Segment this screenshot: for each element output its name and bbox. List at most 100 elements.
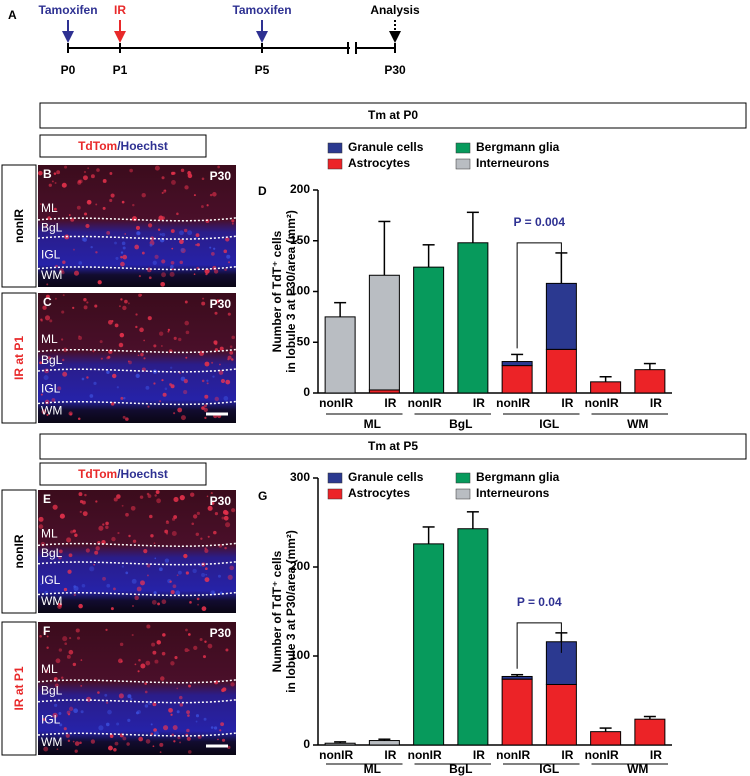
- cell-speck: [202, 297, 205, 300]
- cell-speck: [47, 356, 51, 360]
- cell-speck: [154, 557, 157, 560]
- cell-speck: [109, 198, 113, 203]
- cell-speck: [227, 574, 233, 580]
- cell-speck: [229, 351, 234, 355]
- layer-boundary: [37, 400, 237, 406]
- cell-speck: [92, 350, 95, 353]
- cell-speck: [76, 205, 81, 210]
- cell-speck: [207, 643, 213, 649]
- cell-speck: [59, 549, 63, 554]
- cell-speck: [105, 628, 108, 632]
- cell-speck: [48, 183, 52, 187]
- cell-speck: [62, 294, 65, 297]
- cell-speck: [184, 300, 188, 304]
- cell-speck: [160, 345, 163, 347]
- cell-speck: [227, 745, 231, 749]
- legend-swatch: [455, 472, 471, 484]
- cell-speck: [167, 328, 171, 332]
- cell-speck: [40, 541, 46, 547]
- image-letter: B: [43, 167, 52, 181]
- bar-segment: [324, 742, 356, 746]
- cell-speck: [211, 252, 215, 256]
- cell-speck: [180, 168, 185, 173]
- cell-speck: [121, 504, 124, 507]
- cell-speck: [173, 412, 176, 415]
- cell-speck: [39, 361, 43, 365]
- bar-segment: [545, 348, 577, 394]
- cell-speck: [97, 691, 100, 694]
- image-age: P30: [210, 494, 232, 508]
- timepoint-label: P0: [61, 63, 76, 77]
- bar-segment: [545, 683, 577, 746]
- cell-speck: [153, 591, 157, 595]
- cell-speck: [143, 339, 145, 342]
- cell-speck: [209, 193, 213, 197]
- cell-speck: [72, 248, 75, 251]
- event-label: Analysis: [370, 3, 420, 17]
- cell-speck: [160, 676, 165, 681]
- cell-speck: [170, 260, 175, 265]
- cell-speck: [52, 504, 58, 510]
- cell-speck: [144, 690, 148, 694]
- cell-speck: [152, 260, 157, 265]
- cell-speck: [193, 273, 196, 275]
- layer-boundary: [37, 732, 237, 737]
- layer-boundary: [37, 265, 237, 271]
- cell-speck: [42, 305, 47, 310]
- layer-label: BgL: [41, 683, 63, 697]
- cell-speck: [195, 720, 198, 723]
- event-arrowhead: [62, 31, 74, 43]
- cell-speck: [43, 746, 49, 752]
- cell-speck: [46, 283, 49, 286]
- cell-speck: [146, 624, 151, 629]
- cell-speck: [168, 707, 173, 713]
- cell-speck: [121, 565, 125, 568]
- legend-swatch: [327, 158, 343, 170]
- group-label: WM: [627, 762, 648, 776]
- cell-speck: [231, 222, 234, 225]
- cell-speck: [93, 563, 95, 566]
- cell-speck: [70, 530, 74, 534]
- cell-speck: [187, 173, 193, 179]
- error-bar: [643, 362, 656, 370]
- cell-speck: [183, 378, 188, 384]
- cell-speck: [155, 490, 160, 494]
- cell-speck: [63, 727, 67, 731]
- cell-speck: [187, 750, 192, 754]
- cell-speck: [153, 382, 156, 385]
- layer-label: IGL: [41, 713, 61, 727]
- cell-speck: [107, 745, 113, 751]
- cell-speck: [162, 725, 169, 731]
- cell-speck: [214, 512, 219, 516]
- cell-speck: [73, 270, 80, 276]
- error-bar: [334, 741, 347, 744]
- y-axis-label: in lobule 3 at P30/area (mm²): [284, 530, 298, 693]
- cell-speck: [127, 718, 131, 722]
- cell-speck: [205, 573, 208, 576]
- cell-speck: [144, 682, 147, 685]
- cell-speck: [213, 340, 218, 345]
- cell-speck: [192, 514, 198, 519]
- layer-label: BgL: [41, 546, 63, 560]
- cell-speck: [136, 586, 142, 592]
- cell-speck: [45, 224, 48, 227]
- cell-speck: [164, 387, 168, 391]
- cell-speck: [231, 219, 235, 223]
- cell-speck: [57, 386, 62, 391]
- side-label-box: [1, 621, 37, 756]
- cell-speck: [66, 537, 72, 543]
- legend-swatch: [327, 488, 343, 500]
- cell-speck: [58, 648, 63, 652]
- cell-speck: [62, 636, 68, 642]
- cell-speck: [170, 366, 173, 369]
- cell-speck: [114, 741, 119, 746]
- cell-speck: [212, 375, 215, 378]
- layer-label: ML: [41, 332, 58, 346]
- cell-speck: [145, 739, 151, 744]
- cell-speck: [150, 723, 153, 726]
- condition-label: IR at P1: [12, 666, 26, 710]
- cell-speck: [72, 662, 77, 667]
- cell-speck: [38, 516, 44, 522]
- bar-segment: [501, 675, 533, 680]
- cell-speck: [77, 417, 81, 421]
